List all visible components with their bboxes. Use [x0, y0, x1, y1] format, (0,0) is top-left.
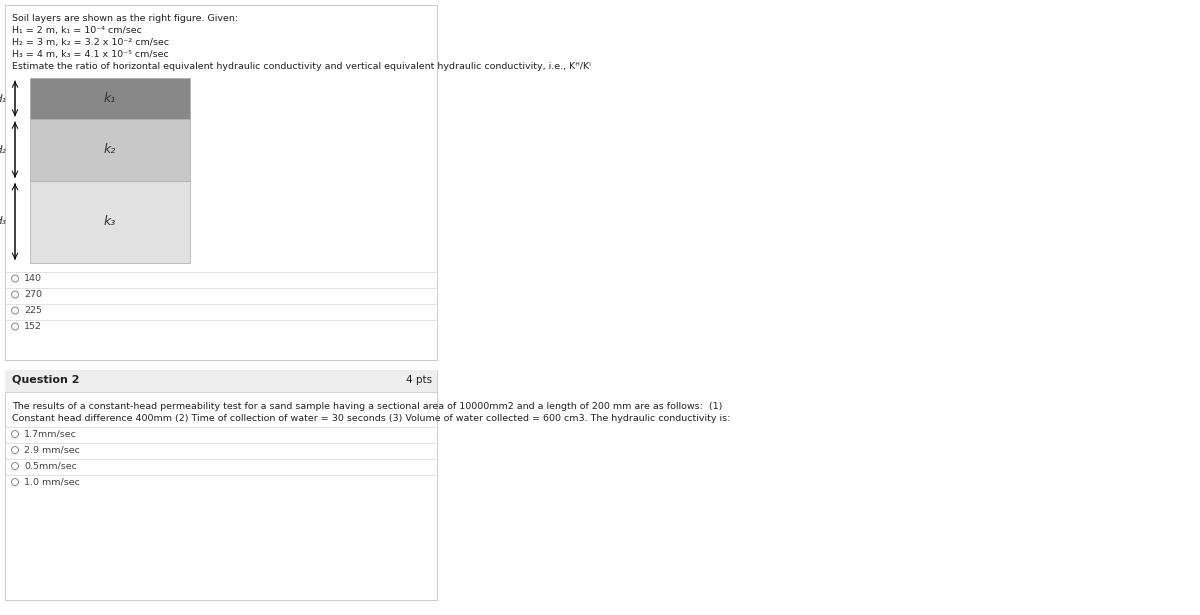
Text: 4 pts: 4 pts [406, 375, 432, 385]
Bar [5, 370, 437, 392]
Circle shape [12, 307, 18, 314]
Text: The results of a constant-head permeability test for a sand sample having a sect: The results of a constant-head permeabil… [12, 402, 722, 411]
Text: 152: 152 [24, 322, 42, 331]
Bar [5, 370, 437, 600]
Text: H₁: H₁ [0, 93, 7, 103]
Text: H₂ = 3 m, k₂ = 3.2 x 10⁻² cm/sec: H₂ = 3 m, k₂ = 3.2 x 10⁻² cm/sec [12, 38, 169, 47]
Text: Estimate the ratio of horizontal equivalent hydraulic conductivity and vertical : Estimate the ratio of horizontal equival… [12, 62, 590, 71]
Text: H₃ = 4 m, k₃ = 4.1 x 10⁻⁵ cm/sec: H₃ = 4 m, k₃ = 4.1 x 10⁻⁵ cm/sec [12, 50, 169, 59]
Text: k₃: k₃ [104, 215, 116, 228]
Circle shape [12, 275, 18, 282]
Circle shape [12, 291, 18, 298]
Text: H₂: H₂ [0, 145, 7, 155]
Text: Constant head difference 400mm (2) Time of collection of water = 30 seconds (3) : Constant head difference 400mm (2) Time … [12, 414, 731, 423]
Bar [30, 119, 190, 180]
Text: k₂: k₂ [104, 143, 116, 156]
Text: 0.5mm/sec: 0.5mm/sec [24, 461, 77, 470]
Bar [5, 5, 437, 360]
Circle shape [12, 430, 18, 437]
Text: 2.9 mm/sec: 2.9 mm/sec [24, 445, 80, 454]
Text: 270: 270 [24, 290, 42, 299]
Bar [30, 180, 190, 263]
Text: Soil layers are shown as the right figure. Given:: Soil layers are shown as the right figur… [12, 14, 238, 23]
Text: 1.0 mm/sec: 1.0 mm/sec [24, 477, 80, 486]
Text: 1.7mm/sec: 1.7mm/sec [24, 429, 77, 438]
Text: Question 2: Question 2 [12, 375, 79, 385]
Circle shape [12, 446, 18, 453]
Text: 140: 140 [24, 274, 42, 283]
Circle shape [12, 462, 18, 469]
Bar [30, 78, 190, 119]
Circle shape [12, 478, 18, 485]
Text: H₃: H₃ [0, 216, 7, 226]
Text: H₁ = 2 m, k₁ = 10⁻⁴ cm/sec: H₁ = 2 m, k₁ = 10⁻⁴ cm/sec [12, 26, 142, 35]
Circle shape [12, 323, 18, 330]
Text: 225: 225 [24, 306, 42, 315]
Text: k₁: k₁ [104, 92, 116, 105]
